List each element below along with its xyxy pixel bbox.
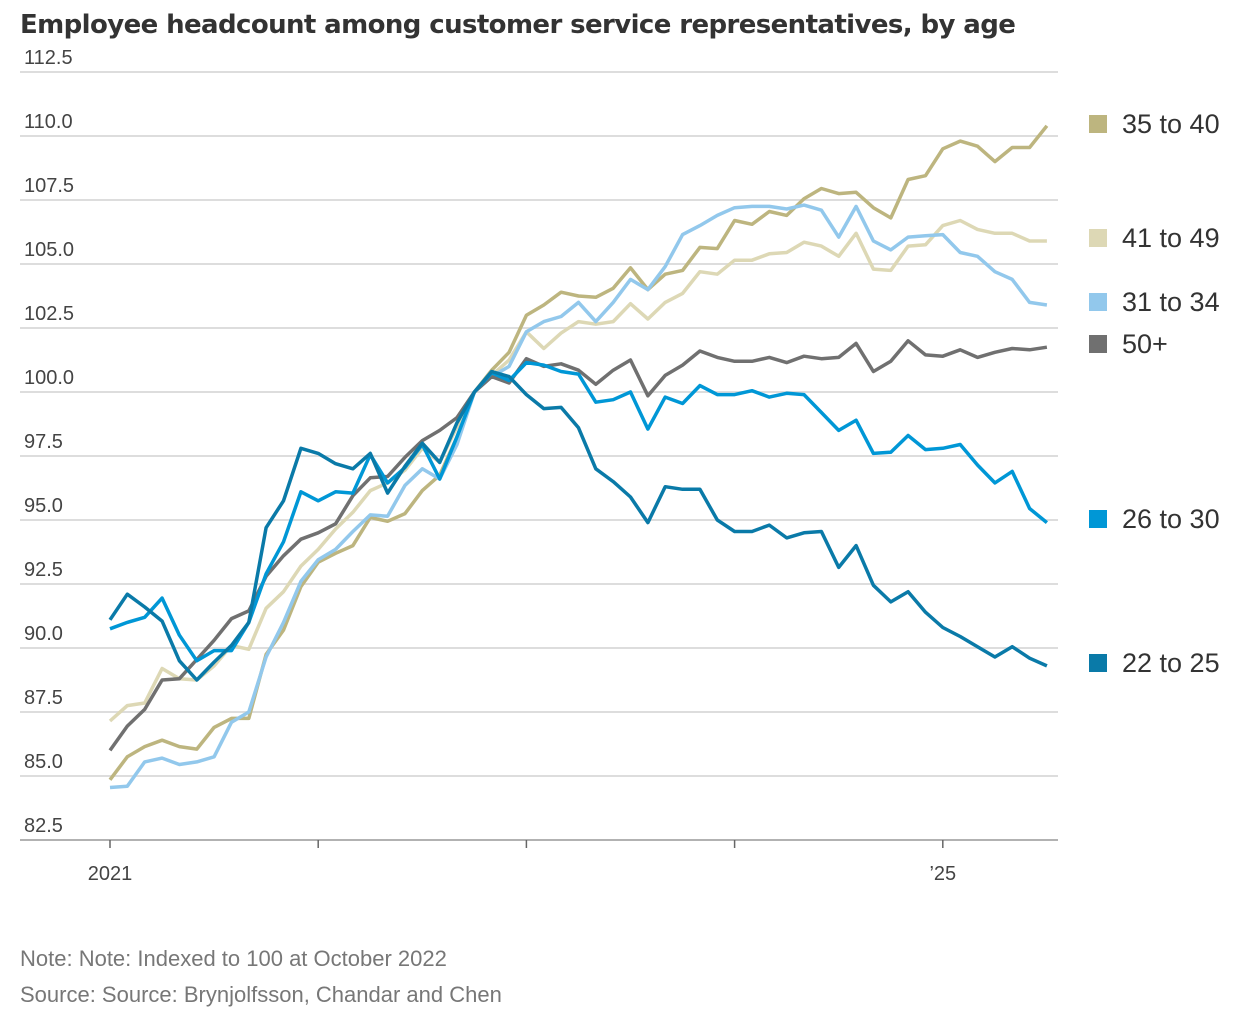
series-line-35-to-40 [108,124,1049,781]
y-tick-label: 110.0 [24,111,73,133]
chart-source: Source: Source: Brynjolfsson, Chandar an… [20,982,502,1007]
legend-label: 26 to 30 [1122,504,1220,534]
series-line-50- [108,339,1048,752]
y-tick-label: 87.5 [24,687,63,709]
chart-title: Employee headcount among customer servic… [20,10,1016,40]
series-line-31-to-34 [109,203,1048,790]
legend-label: 22 to 25 [1122,648,1220,678]
series-line-22-to-25 [108,369,1048,682]
y-tick-label: 97.5 [24,431,63,453]
y-tick-label: 107.5 [24,175,74,197]
y-tick-label: 95.0 [24,495,63,517]
legend-swatch [1089,654,1107,672]
series-line-41-to-49 [108,218,1047,723]
legend-swatch [1089,115,1107,133]
y-tick-label: 85.0 [24,751,63,773]
x-tick-label: ’25 [929,863,956,885]
chart-note: Note: Note: Indexed to 100 at October 20… [20,946,447,971]
legend-label: 41 to 49 [1122,223,1220,253]
y-tick-label: 100.0 [24,367,74,389]
legend-swatch [1089,229,1107,247]
x-tick-label: 2021 [88,863,133,885]
series-line-26-to-30 [109,360,1049,663]
legend-label: 31 to 34 [1122,287,1220,317]
y-tick-label: 102.5 [24,303,74,325]
legend-swatch [1089,510,1107,528]
legend-swatch [1089,293,1107,311]
y-tick-label: 90.0 [24,623,63,645]
legend-label: 35 to 40 [1122,109,1220,139]
y-tick-label: 112.5 [24,47,73,69]
y-tick-label: 105.0 [24,239,74,261]
legend-swatch [1089,335,1107,353]
legend-label: 50+ [1122,329,1168,359]
y-tick-label: 82.5 [24,815,63,837]
y-tick-label: 92.5 [24,559,63,581]
